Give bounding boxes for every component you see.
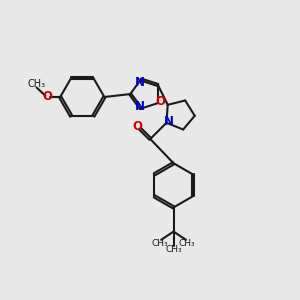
Text: O: O — [132, 120, 142, 133]
Text: N: N — [135, 76, 145, 88]
Text: CH₃: CH₃ — [179, 239, 195, 248]
Text: O: O — [43, 91, 53, 103]
Text: CH₃: CH₃ — [165, 245, 182, 254]
Text: O: O — [155, 95, 165, 108]
Text: CH₃: CH₃ — [28, 79, 46, 89]
Text: N: N — [135, 100, 145, 113]
Text: N: N — [164, 116, 174, 128]
Text: CH₃: CH₃ — [152, 239, 168, 248]
